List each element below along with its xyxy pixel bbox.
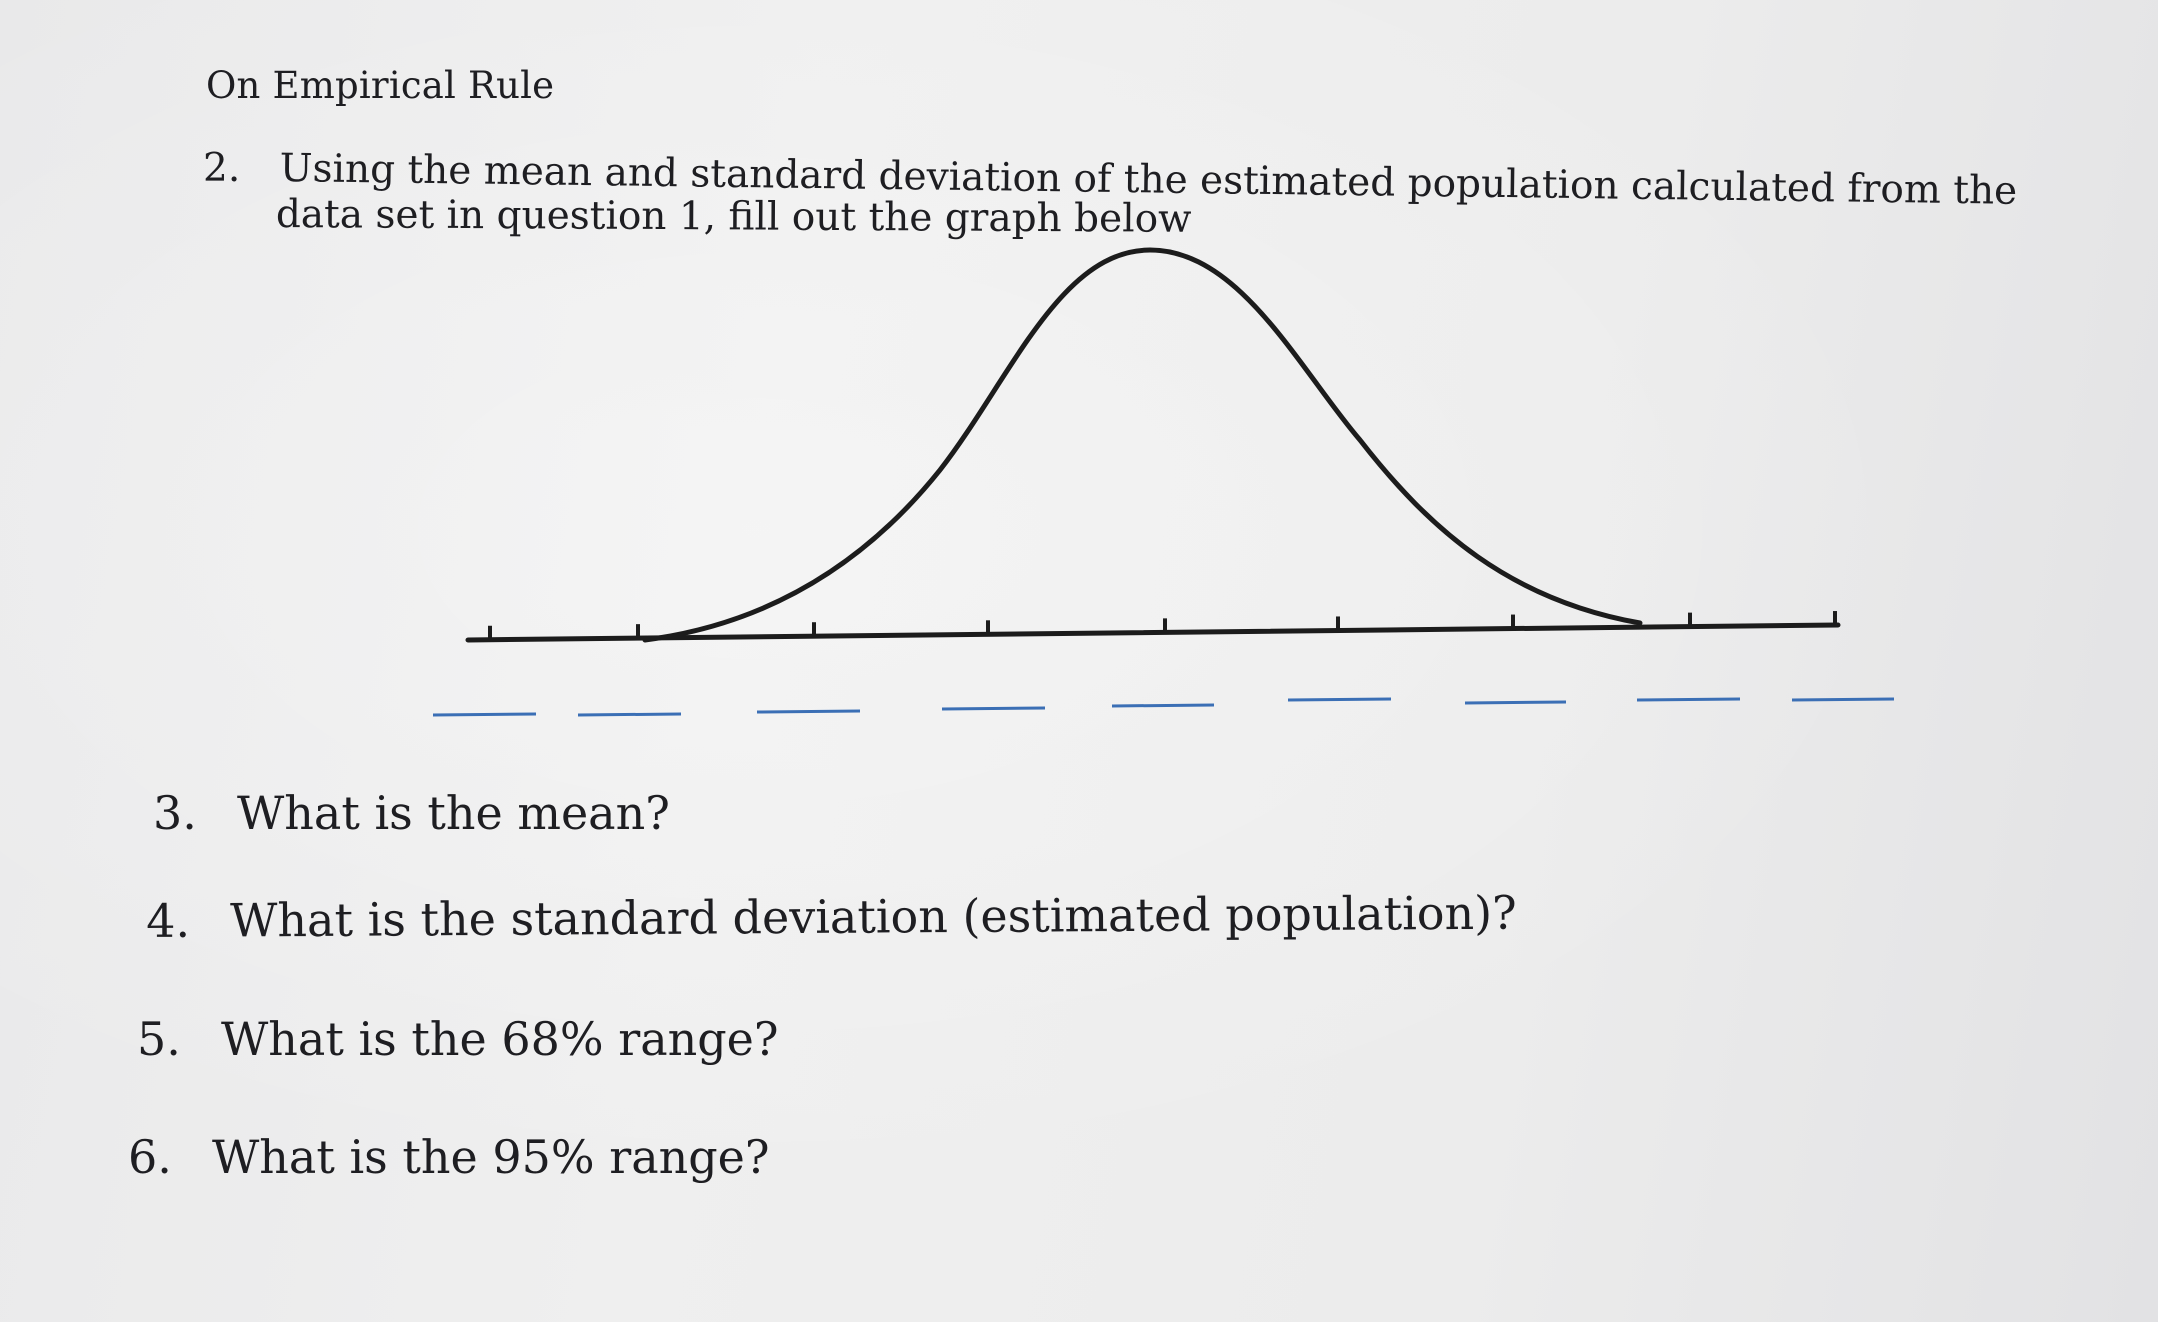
question-2-number: 2. [203, 146, 241, 191]
worksheet-title: On Empirical Rule [206, 64, 555, 107]
answer-blank-2[interactable] [577, 712, 682, 717]
axis-ticks [488, 611, 1837, 642]
answer-blank-3[interactable] [756, 709, 861, 714]
question-4-number: 4. [146, 893, 191, 948]
question-5: 5. What is the 68% range? [137, 1012, 779, 1066]
question-5-text: What is the 68% range? [221, 1012, 779, 1066]
question-4: 4. What is the standard deviation (estima… [146, 886, 1517, 948]
answer-blank-8[interactable] [1636, 697, 1741, 702]
question-3-text: What is the mean? [237, 786, 670, 840]
question-5-number: 5. [137, 1012, 181, 1066]
question-3-number: 3. [153, 786, 197, 840]
answer-blank-1[interactable] [432, 712, 537, 717]
answer-blank-5[interactable] [1111, 703, 1215, 708]
question-4-text: What is the standard deviation (estimate… [229, 885, 1517, 948]
question-3: 3. What is the mean? [153, 786, 670, 840]
answer-blanks [432, 697, 1895, 717]
answer-blank-6[interactable] [1287, 697, 1392, 702]
question-6: 6. What is the 95% range? [128, 1130, 770, 1184]
x-axis-baseline [465, 622, 1841, 643]
bell-curve [642, 247, 1643, 643]
question-6-number: 6. [128, 1130, 172, 1184]
answer-blank-7[interactable] [1464, 700, 1567, 705]
answer-blank-9[interactable] [1791, 697, 1895, 702]
answer-blank-4[interactable] [941, 706, 1046, 711]
question-6-text: What is the 95% range? [212, 1130, 770, 1184]
